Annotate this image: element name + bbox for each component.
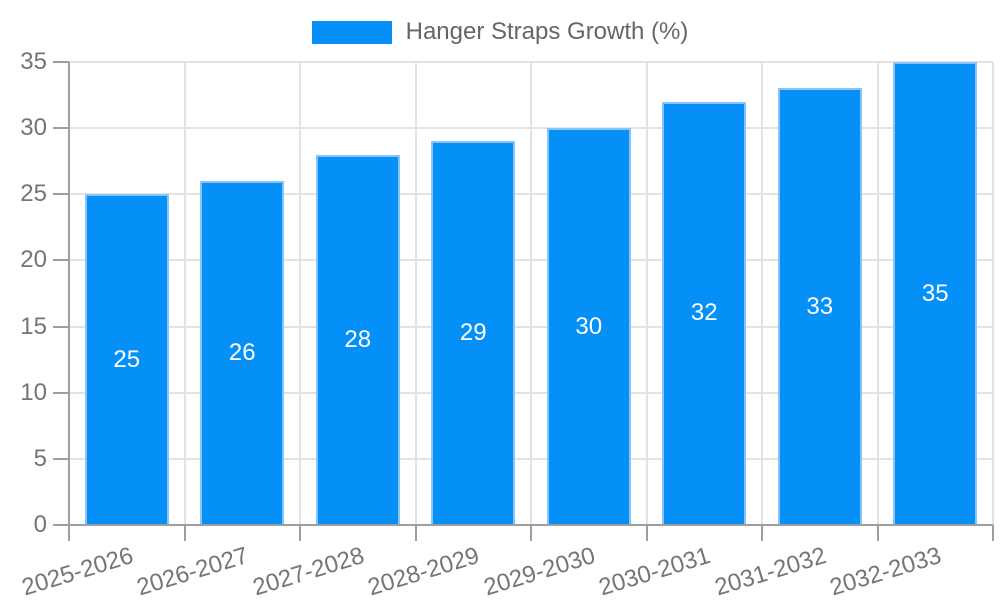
x-tick-label: 2028-2029: [365, 542, 483, 600]
y-tick-label: 15: [20, 312, 47, 340]
y-tick-mark: [53, 457, 69, 460]
bar-value-label: 30: [575, 312, 603, 340]
x-tick-mark: [414, 525, 417, 541]
legend-swatch: [311, 20, 392, 44]
x-gridline: [299, 62, 301, 525]
y-tick-label: 30: [20, 114, 47, 142]
bar[interactable]: [84, 194, 169, 525]
legend[interactable]: Hanger Straps Growth (%): [0, 14, 1000, 50]
legend-label: Hanger Straps Growth (%): [405, 18, 689, 45]
x-gridline: [414, 62, 417, 525]
y-tick-label: 25: [20, 180, 47, 208]
x-tick-mark: [530, 525, 532, 541]
y-tick-label: 5: [33, 444, 47, 472]
x-gridline: [992, 62, 994, 525]
y-tick-mark: [53, 127, 69, 130]
x-axis-line: [69, 524, 993, 526]
bar-value-label: 26: [228, 339, 256, 367]
bar[interactable]: [431, 141, 516, 525]
x-tick-label: 2032-2033: [827, 542, 945, 600]
bar[interactable]: [200, 181, 285, 525]
x-gridline: [530, 62, 532, 525]
x-gridline: [645, 62, 648, 525]
x-tick-label: 2026-2027: [134, 542, 252, 600]
x-tick-label: 2031-2032: [711, 542, 830, 600]
y-tick-mark: [53, 524, 69, 526]
y-tick-mark: [53, 391, 69, 394]
x-tick-mark: [645, 525, 648, 541]
x-tick-mark: [992, 525, 994, 541]
x-tick-label: 2030-2031: [596, 542, 714, 600]
x-tick-label: 2027-2028: [249, 542, 368, 600]
x-gridline: [761, 62, 763, 525]
y-tick-label: 10: [20, 378, 47, 406]
bar[interactable]: [662, 101, 747, 525]
y-tick-label: 0: [33, 511, 47, 538]
bar-value-label: 32: [690, 299, 718, 327]
x-tick-mark: [876, 525, 879, 541]
bar-value-label: 28: [344, 325, 372, 353]
y-tick-label: 20: [20, 246, 47, 274]
x-tick-mark: [299, 525, 301, 541]
bar-value-label: 33: [806, 292, 834, 320]
x-tick-label: 2029-2030: [480, 542, 599, 600]
y-tick-mark: [53, 61, 69, 63]
x-tick-label: 2025-2026: [18, 542, 137, 600]
x-tick-mark: [183, 525, 186, 541]
bar[interactable]: [315, 154, 400, 525]
x-tick-mark: [68, 525, 70, 541]
x-gridline: [876, 62, 879, 525]
y-tick-label: 35: [20, 48, 47, 75]
y-axis-line: [68, 62, 70, 527]
y-tick-mark: [53, 193, 69, 196]
bar[interactable]: [893, 62, 978, 525]
x-tick-mark: [761, 525, 763, 541]
bar[interactable]: [777, 88, 862, 525]
bar[interactable]: [546, 128, 631, 525]
bar-value-label: 29: [459, 319, 487, 347]
y-tick-mark: [53, 259, 69, 262]
bar-value-label: 25: [113, 345, 141, 373]
y-tick-mark: [53, 325, 69, 328]
bar-value-label: 35: [921, 279, 949, 307]
x-gridline: [183, 62, 186, 525]
